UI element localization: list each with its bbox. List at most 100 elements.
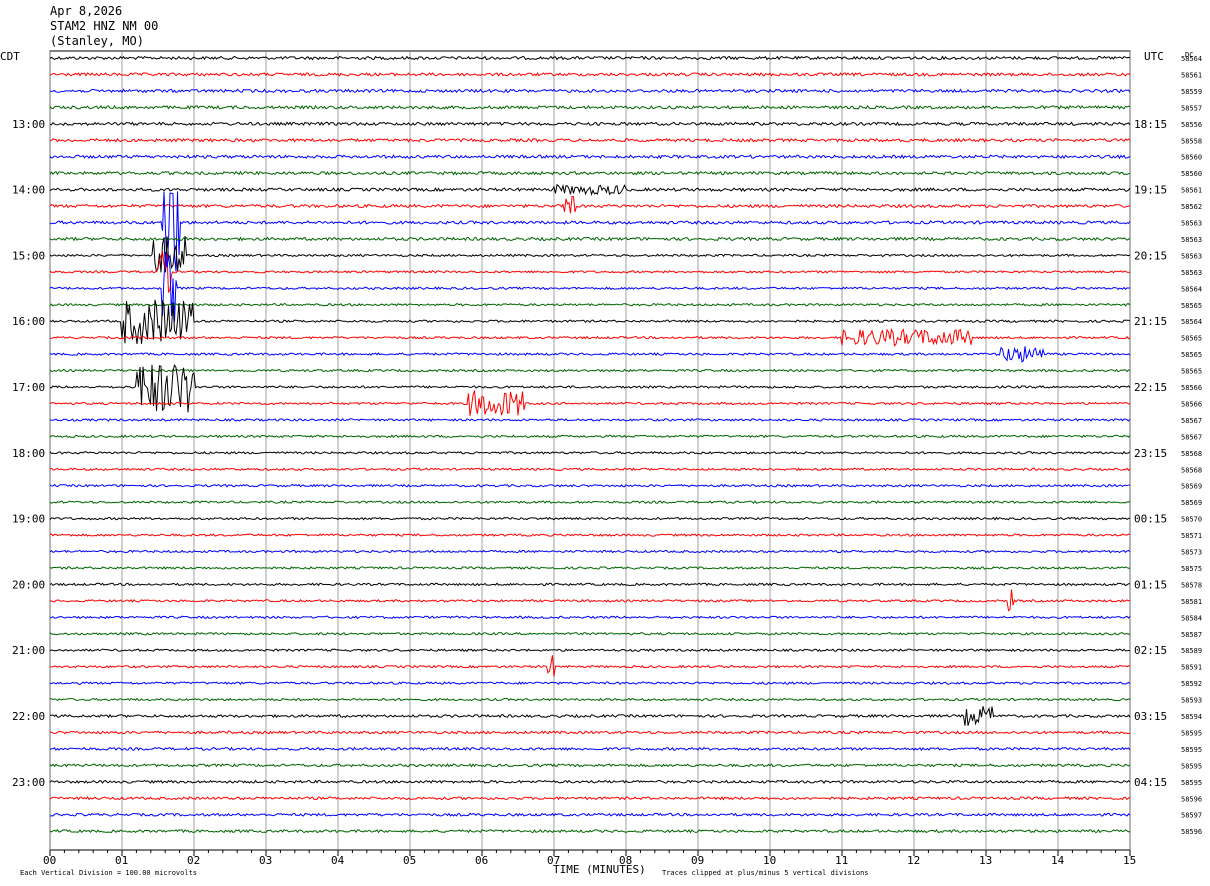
utc-hour-label: 18:15: [1134, 118, 1167, 131]
x-tick-label: 00: [43, 854, 56, 867]
x-tick-label: 14: [1051, 854, 1065, 867]
seismic-trace: [49, 363, 1131, 413]
dc-offset-label: 58558: [1181, 137, 1202, 145]
seismic-trace: [49, 88, 1131, 94]
seismic-trace: [49, 418, 1131, 422]
seismic-trace: [49, 55, 1131, 61]
dc-offset-label: 58589: [1181, 647, 1202, 655]
dc-offset-label: 58581: [1181, 598, 1202, 606]
seismic-trace: [49, 72, 1131, 77]
seismic-trace: [49, 648, 1131, 653]
x-axis-label: TIME (MINUTES): [553, 863, 646, 876]
dc-offset-label: 58587: [1181, 631, 1202, 639]
seismic-trace: [49, 615, 1131, 620]
seismic-trace: [49, 104, 1131, 110]
seismic-trace: [49, 730, 1131, 735]
utc-hour-label: 00:15: [1134, 513, 1167, 526]
chart-date: Apr 8,2026: [50, 4, 123, 18]
dc-offset-label: 58567: [1181, 417, 1202, 425]
dc-offset-label: 58584: [1181, 614, 1202, 622]
utc-hour-label: 19:15: [1134, 184, 1167, 197]
seismic-trace: [49, 500, 1131, 505]
plot-grid: [49, 50, 1131, 856]
seismic-trace: [49, 252, 1131, 322]
dc-offset-label: 58596: [1181, 828, 1202, 836]
x-tick-label: 12: [907, 854, 920, 867]
seismic-trace: [49, 251, 1131, 293]
seismic-trace: [49, 236, 1131, 242]
seismic-trace: [49, 566, 1131, 570]
seismic-trace: [49, 812, 1131, 817]
seismic-trace: [49, 655, 1131, 677]
x-tick-label: 03: [259, 854, 272, 867]
seismic-trace: [49, 137, 1131, 143]
seismic-trace: [49, 450, 1131, 455]
dc-label: DC: [1185, 51, 1193, 59]
dc-offset-label: 58593: [1181, 697, 1202, 705]
utc-hour-label: 01:15: [1134, 578, 1167, 591]
dc-offset-label: 58556: [1181, 121, 1202, 129]
x-tick-label: 08: [619, 854, 632, 867]
seismic-trace: [49, 796, 1131, 801]
seismic-trace: [49, 299, 1131, 345]
utc-hour-label: 03:15: [1134, 710, 1167, 723]
dc-offset-label: 58564: [1181, 318, 1202, 326]
utc-hour-label: 22:15: [1134, 381, 1167, 394]
seismic-trace: [49, 434, 1131, 439]
seismic-trace: [49, 121, 1131, 127]
dc-offset-label: 58570: [1181, 516, 1202, 524]
dc-offset-label: 58565: [1181, 351, 1202, 359]
cdt-hour-label: 23:00: [12, 776, 45, 789]
footer-clip-note: Traces clipped at plus/minus 5 vertical …: [662, 869, 869, 877]
dc-offset-label: 58565: [1181, 335, 1202, 343]
seismic-trace: [49, 533, 1131, 537]
dc-offset-label: 58564: [1181, 55, 1202, 63]
dc-offset-label: 58569: [1181, 499, 1202, 507]
dc-offset-label: 58560: [1181, 170, 1202, 178]
seismic-trace: [49, 706, 1131, 726]
dc-offset-label: 58557: [1181, 104, 1202, 112]
seismic-trace: [49, 183, 1131, 197]
seismic-trace: [49, 763, 1131, 768]
x-tick-label: 05: [403, 854, 416, 867]
seismic-trace: [49, 346, 1131, 363]
dc-offset-label: 58595: [1181, 779, 1202, 787]
dc-offset-label: 58563: [1181, 269, 1202, 277]
cdt-hour-label: 21:00: [12, 644, 45, 657]
utc-hour-label: 02:15: [1134, 644, 1167, 657]
dc-offset-label: 58596: [1181, 795, 1202, 803]
utc-hour-label: 23:15: [1134, 447, 1167, 460]
dc-offset-label: 58568: [1181, 450, 1202, 458]
seismic-trace: [49, 582, 1130, 587]
seismic-trace: [49, 368, 1131, 373]
dc-offset-label: 58564: [1181, 285, 1202, 293]
seismic-trace: [50, 697, 1131, 702]
dc-offset-label: 58566: [1181, 400, 1202, 408]
dc-offset-label: 58566: [1181, 384, 1202, 392]
seismic-trace: [49, 681, 1131, 685]
dc-offset-label: 58565: [1181, 302, 1202, 310]
cdt-hour-label: 22:00: [12, 710, 45, 723]
left-axis-label: CDT: [0, 50, 20, 63]
x-tick-label: 15: [1123, 854, 1136, 867]
footer-scale-note: Each Vertical Division = 100.00 microvol…: [20, 869, 197, 877]
dc-offset-label: 58569: [1181, 483, 1202, 491]
x-tick-label: 07: [547, 854, 560, 867]
seismic-trace: [50, 589, 1131, 612]
dc-offset-label: 58562: [1181, 203, 1202, 211]
seismic-trace: [49, 828, 1131, 834]
cdt-hour-label: 18:00: [12, 447, 45, 460]
dc-offset-label: 58563: [1181, 236, 1202, 244]
seismic-trace: [49, 467, 1131, 472]
x-tick-label: 02: [187, 854, 200, 867]
axis-labels: 00 01 02 03 04 05 06 07 08 09 10 11 12 13 14 15 58564 585…: [12, 55, 1202, 867]
cdt-hour-label: 13:00: [12, 118, 45, 131]
dc-offset-label: 58594: [1181, 713, 1202, 721]
chart-station: STAM2 HNZ NM 00: [50, 19, 159, 33]
seismic-trace: [49, 483, 1131, 488]
cdt-hour-label: 16:00: [12, 315, 45, 328]
dc-offset-label: 58573: [1181, 549, 1202, 557]
x-tick-label: 13: [979, 854, 992, 867]
cdt-hour-label: 17:00: [12, 381, 45, 394]
dc-offset-label: 58563: [1181, 220, 1202, 228]
